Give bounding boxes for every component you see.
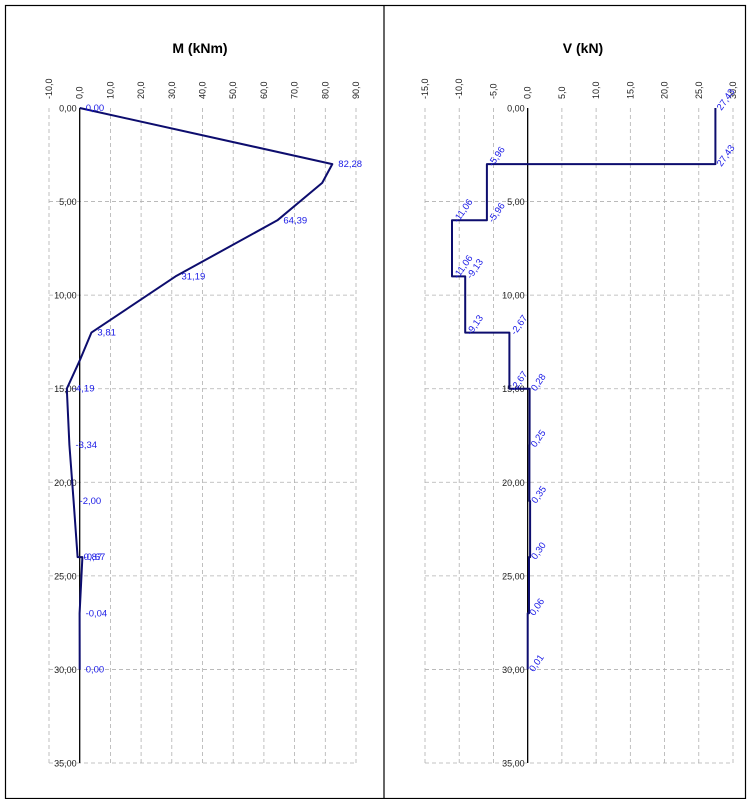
moment-series-line [65,107,334,670]
shear-series-line [451,108,717,670]
moment-x-tick-label: 90,0 [351,81,361,99]
shear-y-tick-label: 25,00 [502,571,525,581]
moment-data-label: 0,87 [84,552,103,563]
shear-x-tick-label: 20,0 [660,81,670,99]
shear-y-tick-label: 30,00 [502,665,525,675]
moment-x-tick-label: 40,0 [198,81,208,99]
shear-y-tick-label: 35,00 [502,759,525,769]
moment-data-label: -0,04 [86,608,108,619]
shear-x-tick-label: 30,0 [728,81,738,99]
moment-chart-title: M (kNm) [172,40,227,56]
moment-data-label: 64,39 [283,215,307,226]
shear-x-tick-label: 10,0 [591,81,601,99]
moment-y-tick-label: 25,00 [54,571,77,581]
moment-y-tick-label: 0,00 [59,104,77,114]
moment-y-tick-label: 5,00 [59,197,77,207]
moment-data-label: -2,00 [80,496,102,507]
moment-data-label: 3,81 [97,328,116,339]
moment-chart: M (kNm) -10,0 0,0 10,0 20,0 30,0 40,0 50,0 60,0… [44,40,362,769]
moment-y-tick-label: 20,00 [54,478,77,488]
moment-y-tick-label: 35,00 [54,759,77,769]
outer-border [4,4,747,800]
moment-x-tick-label: -10,0 [44,78,54,99]
shear-x-tick-label: -10,0 [454,78,464,99]
moment-data-label: 0,00 [86,664,105,675]
moment-data-label: -0,67 [84,552,106,563]
moment-x-tick-label: 70,0 [290,81,300,99]
moment-data-label: 82,28 [338,159,362,170]
shear-x-tick-label: 0,0 [523,86,533,99]
shear-x-tick-label: -15,0 [420,78,430,99]
moment-x-tick-label: 30,0 [167,81,177,99]
shear-x-tick-label: 15,0 [625,81,635,99]
shear-chart-title: V (kN) [563,40,603,56]
moment-data-label: -4,19 [73,384,95,395]
moment-x-tick-label: 20,0 [136,81,146,99]
moment-x-tick-label: 60,0 [259,81,269,99]
shear-y-tick-label: 10,00 [502,291,525,301]
moment-y-tick-label: 30,00 [54,665,77,675]
shear-y-tick-label: 0,00 [507,104,525,114]
shear-x-tick-label: 5,0 [557,86,567,99]
shear-x-tick-label: -5,0 [488,83,498,99]
moment-y-tick-label: 15,00 [54,384,77,394]
moment-y-tick-label: 10,00 [54,291,77,301]
moment-x-tick-label: 80,0 [320,81,330,99]
moment-x-tick-label: 50,0 [228,81,238,99]
moment-data-label: 0,00 [86,103,105,114]
moment-x-tick-label: 10,0 [105,81,115,99]
shear-y-tick-label: 5,00 [507,197,525,207]
moment-data-label: -3,34 [75,440,97,451]
moment-data-label: 31,19 [181,271,205,282]
moment-x-tick-label: 0,0 [75,86,85,99]
shear-x-tick-label: 25,0 [694,81,704,99]
shear-y-tick-label: 20,00 [502,478,525,488]
